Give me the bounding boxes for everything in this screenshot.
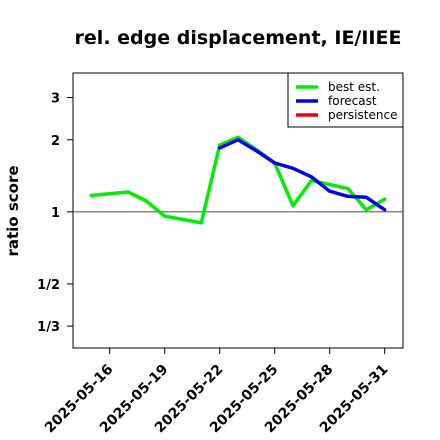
chart-title: rel. edge displacement, IE/IIEE: [75, 27, 402, 49]
plot-frame: [72, 72, 404, 349]
x-axis: 2025-05-162025-05-192025-05-222025-05-25…: [42, 348, 391, 436]
y-tick-label: 1: [51, 206, 60, 221]
y-tick-label: 1/3: [37, 320, 60, 335]
series-line-best-est: [89, 135, 387, 225]
legend-label: persistence: [328, 108, 397, 122]
series-line-forecast: [217, 138, 387, 212]
y-tick-label: 2: [51, 134, 60, 149]
legend-label: forecast: [328, 94, 377, 108]
y-tick-label: 1/2: [37, 278, 60, 293]
y-axis: 1/3 1/2 1 2 3: [37, 92, 73, 335]
y-axis-label: ratio score: [4, 165, 22, 256]
y-tick-label: 3: [51, 92, 60, 107]
series-lines: [89, 135, 387, 225]
legend-label: best est.: [328, 80, 380, 94]
